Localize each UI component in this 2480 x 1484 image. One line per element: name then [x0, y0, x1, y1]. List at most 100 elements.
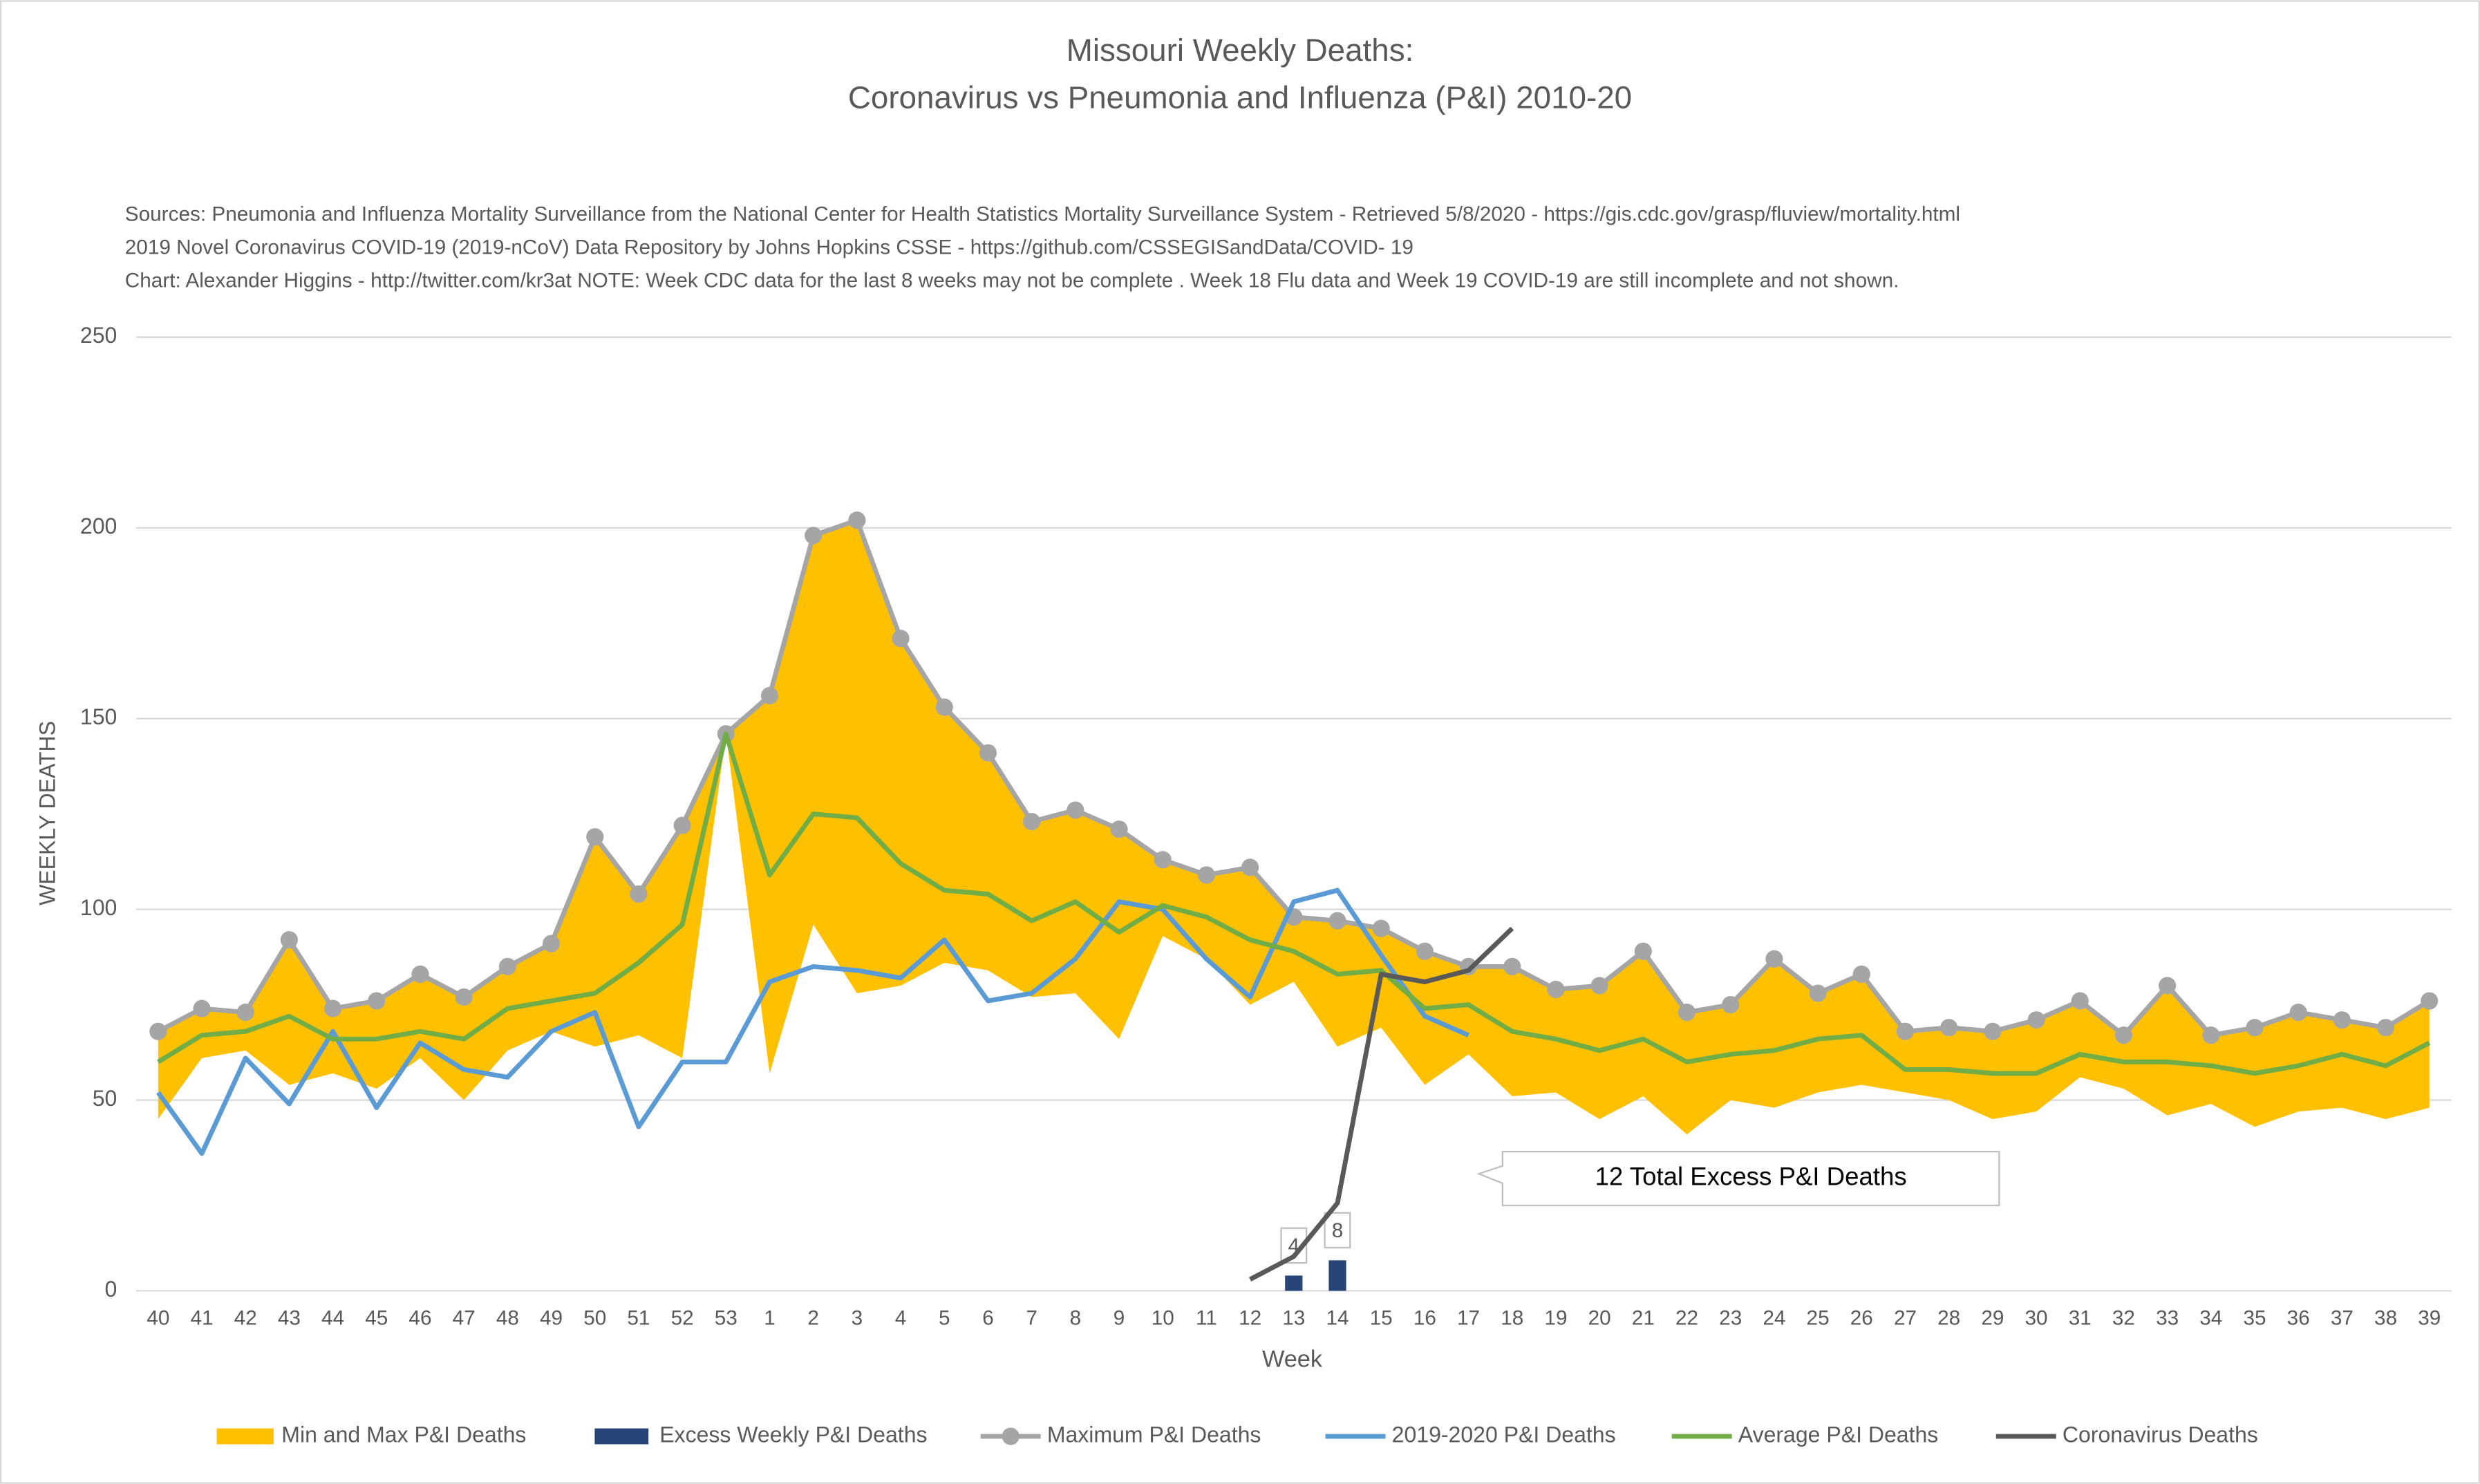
- x-tick-label: 4: [895, 1307, 907, 1330]
- x-tick-label: 19: [1544, 1307, 1567, 1330]
- marker: [892, 630, 910, 648]
- x-tick-label: 36: [2287, 1307, 2310, 1330]
- marker: [2027, 1011, 2045, 1029]
- x-tick-label: 53: [715, 1307, 738, 1330]
- x-tick-label: 21: [1632, 1307, 1655, 1330]
- marker: [2421, 992, 2439, 1010]
- x-tick-label: 33: [2156, 1307, 2179, 1330]
- legend-label: 2019-2020 P&I Deaths: [1392, 1422, 1616, 1447]
- annotation-box: [1476, 1151, 2000, 1207]
- x-tick-label: 7: [1026, 1307, 1037, 1330]
- marker: [1241, 858, 1259, 876]
- source-note: Sources: Pneumonia and Influenza Mortali…: [125, 203, 1960, 225]
- x-tick-label: 40: [147, 1307, 169, 1330]
- x-tick-label: 11: [1196, 1307, 1217, 1330]
- chart-title: Coronavirus vs Pneumonia and Influenza (…: [848, 80, 1632, 115]
- line: [157, 731, 2431, 1076]
- marker: [193, 999, 211, 1017]
- x-tick-label: 16: [1413, 1307, 1436, 1330]
- x-tick-label: 43: [278, 1307, 301, 1330]
- marker: [280, 931, 298, 949]
- legend-label: Maximum P&I Deaths: [1047, 1422, 1261, 1447]
- x-tick-label: 18: [1501, 1307, 1523, 1330]
- x-tick-label: 25: [1807, 1307, 1830, 1330]
- marker: [1547, 980, 1565, 999]
- x-tick-label: 31: [2069, 1307, 2092, 1330]
- marker: [498, 957, 516, 975]
- x-tick-label: 30: [2025, 1307, 2048, 1330]
- x-tick-label: 2: [807, 1307, 819, 1330]
- x-tick-label: 3: [852, 1307, 863, 1330]
- x-tick-label: 48: [496, 1307, 519, 1330]
- legend-swatch: [216, 1428, 274, 1445]
- y-axis-label: WEEKLY DEATHS: [35, 721, 59, 905]
- marker: [324, 999, 342, 1017]
- marker: [2289, 1004, 2307, 1022]
- x-tick-label: 27: [1894, 1307, 1917, 1330]
- marker: [2159, 977, 2177, 995]
- x-tick-label: 46: [408, 1307, 431, 1330]
- marker: [1984, 1022, 2002, 1040]
- x-tick-label: 28: [1937, 1307, 1960, 1330]
- y-tick-label: 0: [105, 1277, 118, 1302]
- legend-label: Min and Max P&I Deaths: [281, 1422, 526, 1447]
- marker: [2114, 1026, 2133, 1044]
- y-tick-label: 150: [80, 704, 117, 729]
- y-tick-label: 250: [80, 323, 117, 348]
- source-note: Chart: Alexander Higgins - http://twitte…: [125, 269, 1899, 292]
- x-tick-label: 17: [1457, 1307, 1480, 1330]
- x-tick-label: 22: [1675, 1307, 1698, 1330]
- marker: [935, 698, 953, 716]
- marker: [1940, 1019, 1958, 1037]
- marker: [1765, 950, 1783, 968]
- x-tick-label: 45: [365, 1307, 388, 1330]
- x-tick-label: 34: [2199, 1307, 2222, 1330]
- data-label-box: [1324, 1212, 1351, 1249]
- marker: [1590, 977, 1608, 995]
- marker: [848, 511, 866, 529]
- marker: [1110, 820, 1128, 838]
- x-tick-label: 12: [1239, 1307, 1261, 1330]
- marker: [1154, 851, 1172, 869]
- marker: [236, 1004, 254, 1022]
- line: [156, 887, 1469, 1156]
- x-tick-label: 20: [1588, 1307, 1611, 1330]
- marker: [411, 965, 429, 984]
- marker: [1896, 1022, 1915, 1040]
- y-tick-label: 50: [93, 1086, 118, 1111]
- x-tick-label: 41: [190, 1307, 213, 1330]
- x-tick-label: 1: [764, 1307, 776, 1330]
- marker: [1634, 942, 1652, 960]
- x-tick-label: 14: [1326, 1307, 1349, 1330]
- x-tick-label: 9: [1114, 1307, 1125, 1330]
- marker: [1503, 957, 1521, 975]
- y-tick-label: 100: [80, 895, 117, 920]
- x-tick-label: 6: [982, 1307, 994, 1330]
- marker: [630, 885, 648, 903]
- x-axis-label: Week: [1262, 1346, 1323, 1372]
- marker: [368, 992, 386, 1010]
- marker: [2071, 992, 2089, 1010]
- x-tick-label: 47: [453, 1307, 476, 1330]
- marker: [1852, 965, 1870, 984]
- marker: [1722, 995, 1740, 1014]
- x-tick-label: 8: [1070, 1307, 1082, 1330]
- x-tick-label: 24: [1763, 1307, 1785, 1330]
- marker: [542, 934, 561, 952]
- x-tick-label: 49: [540, 1307, 563, 1330]
- bar: [1328, 1260, 1346, 1291]
- marker: [2246, 1019, 2264, 1037]
- marker: [673, 816, 691, 834]
- marker: [2202, 1026, 2220, 1044]
- data-label: 8: [1332, 1219, 1344, 1242]
- x-tick-label: 52: [671, 1307, 694, 1330]
- marker: [2376, 1019, 2395, 1037]
- x-tick-label: 10: [1152, 1307, 1174, 1330]
- marker: [979, 744, 997, 762]
- marker: [1023, 813, 1041, 831]
- legend-marker: [1002, 1427, 1020, 1445]
- marker: [760, 686, 779, 705]
- y-tick-label: 200: [80, 514, 117, 538]
